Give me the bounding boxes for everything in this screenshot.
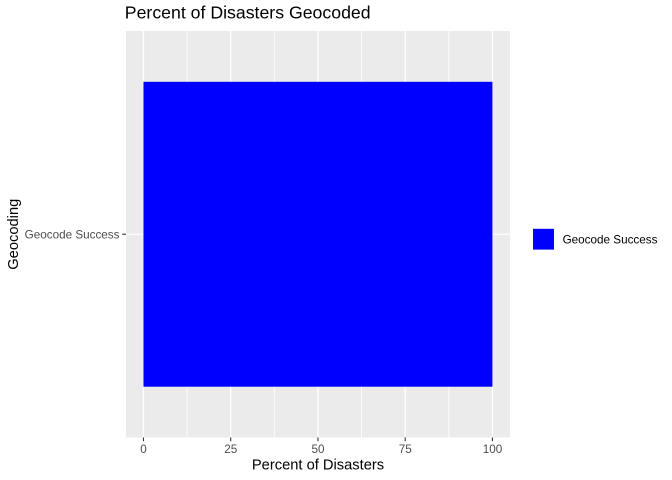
svg-text:Geocode Success: Geocode Success [563,233,658,246]
svg-text:25: 25 [224,443,238,456]
svg-text:Geocoding: Geocoding [6,199,22,270]
svg-text:Percent of Disasters: Percent of Disasters [252,457,384,473]
svg-text:Percent of Disasters Geocoded: Percent of Disasters Geocoded [125,3,371,23]
svg-text:75: 75 [399,443,413,456]
svg-text:100: 100 [483,443,503,456]
svg-text:0: 0 [140,443,147,456]
svg-text:50: 50 [311,443,325,456]
svg-text:Geocode Success: Geocode Success [25,228,120,241]
